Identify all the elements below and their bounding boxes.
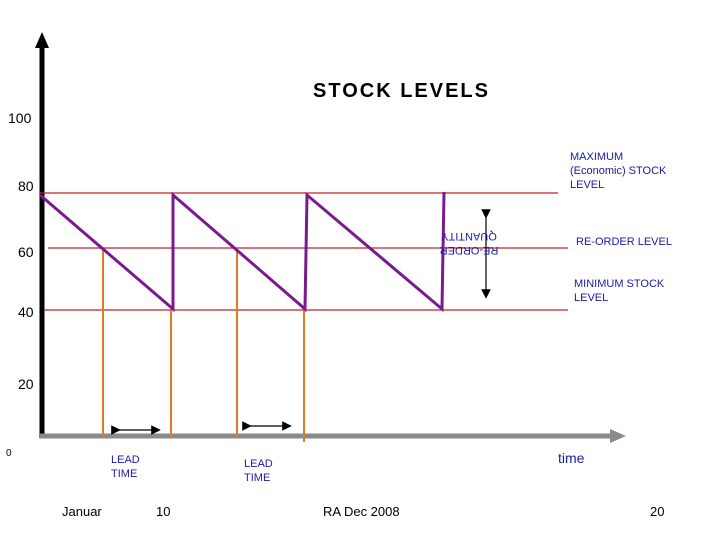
y-tick-60: 60 xyxy=(18,244,34,260)
lead-time-label-1: LEAD TIME xyxy=(111,454,140,480)
reorder-level-label: RE-ORDER LEVEL xyxy=(576,236,672,248)
y-axis-arrow xyxy=(35,32,49,48)
reorder-quantity-label: RE-ORDER QUANTITY xyxy=(439,230,499,256)
x-axis-arrow xyxy=(610,429,626,443)
x-axis-label: time xyxy=(558,450,585,466)
maximum-stock-label: MAXIMUM (Economic) STOCK LEVEL xyxy=(570,151,667,191)
origin-label: 0 xyxy=(6,448,12,459)
y-tick-40: 40 xyxy=(18,304,34,320)
y-tick-100: 100 xyxy=(8,110,32,126)
slide-title: STOCK LEVELS xyxy=(313,80,490,102)
y-tick-20: 20 xyxy=(18,376,34,392)
footer-date-fragment: 10 xyxy=(156,504,171,519)
footer-page-number: 20 xyxy=(650,504,665,519)
footer-center: RA Dec 2008 xyxy=(323,504,400,519)
lead-time-label-2: LEAD TIME xyxy=(244,458,273,484)
minimum-stock-label: MINIMUM STOCK LEVEL xyxy=(574,278,665,304)
footer-date: Januar xyxy=(62,504,102,519)
y-tick-80: 80 xyxy=(18,178,34,194)
stock-level-sawtooth xyxy=(39,191,446,313)
